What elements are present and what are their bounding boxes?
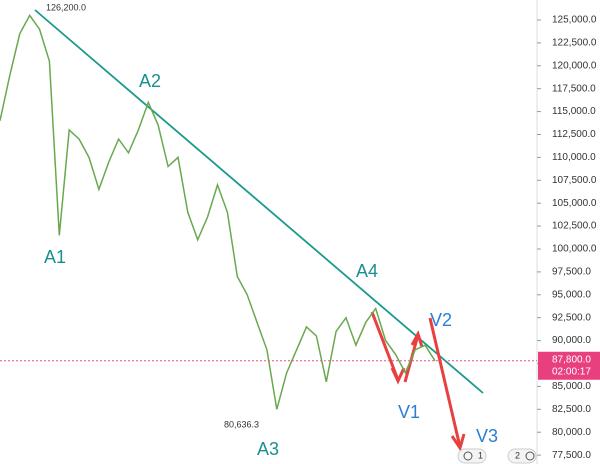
annotation: A4 xyxy=(356,261,378,281)
badge[interactable]: 2 xyxy=(507,448,537,464)
y-tick-label: 97,500.0 xyxy=(552,267,591,278)
price-label: 87,800.0 xyxy=(552,354,591,365)
arrows xyxy=(370,311,466,452)
y-tick-label: 120,000.0 xyxy=(552,60,597,71)
y-tick-label: 107,500.0 xyxy=(552,175,597,186)
y-tick-label: 100,000.0 xyxy=(552,244,597,255)
y-tick-label: 95,000.0 xyxy=(552,289,591,300)
y-tick-label: 122,500.0 xyxy=(552,38,597,49)
y-tick-label: 110,000.0 xyxy=(552,152,596,163)
trend-line xyxy=(34,9,484,394)
high-label: 126,200.0 xyxy=(46,2,86,12)
annotation: A2 xyxy=(139,71,161,91)
annotation: V3 xyxy=(476,426,498,446)
annotation: V2 xyxy=(430,310,452,330)
annotation: A1 xyxy=(44,247,66,267)
y-tick-label: 112,500.0 xyxy=(552,129,596,140)
y-tick-label: 80,000.0 xyxy=(552,427,591,438)
price-line xyxy=(0,13,436,410)
y-tick-label: 85,000.0 xyxy=(552,381,591,392)
countdown: 02:00:17 xyxy=(552,366,591,377)
y-tick-label: 90,000.0 xyxy=(552,335,591,346)
y-tick-label: 117,500.0 xyxy=(552,83,596,94)
annotation: A3 xyxy=(257,439,279,459)
y-tick-label: 115,000.0 xyxy=(552,106,596,117)
y-tick-label: 125,000.0 xyxy=(552,15,597,26)
low-label: 80,636.3 xyxy=(224,419,259,429)
y-tick-label: 105,000.0 xyxy=(552,198,597,209)
price-box xyxy=(538,351,600,380)
y-tick-label: 77,500.0 xyxy=(552,450,591,461)
badge-text: 1 xyxy=(478,450,483,460)
y-tick-label: 82,500.0 xyxy=(552,404,591,415)
y-tick-label: 102,500.0 xyxy=(552,221,597,232)
badge-text: 2 xyxy=(515,450,520,460)
annotation: V1 xyxy=(398,402,420,422)
badge[interactable]: 1 xyxy=(457,448,487,464)
y-tick-label: 92,500.0 xyxy=(552,312,591,323)
